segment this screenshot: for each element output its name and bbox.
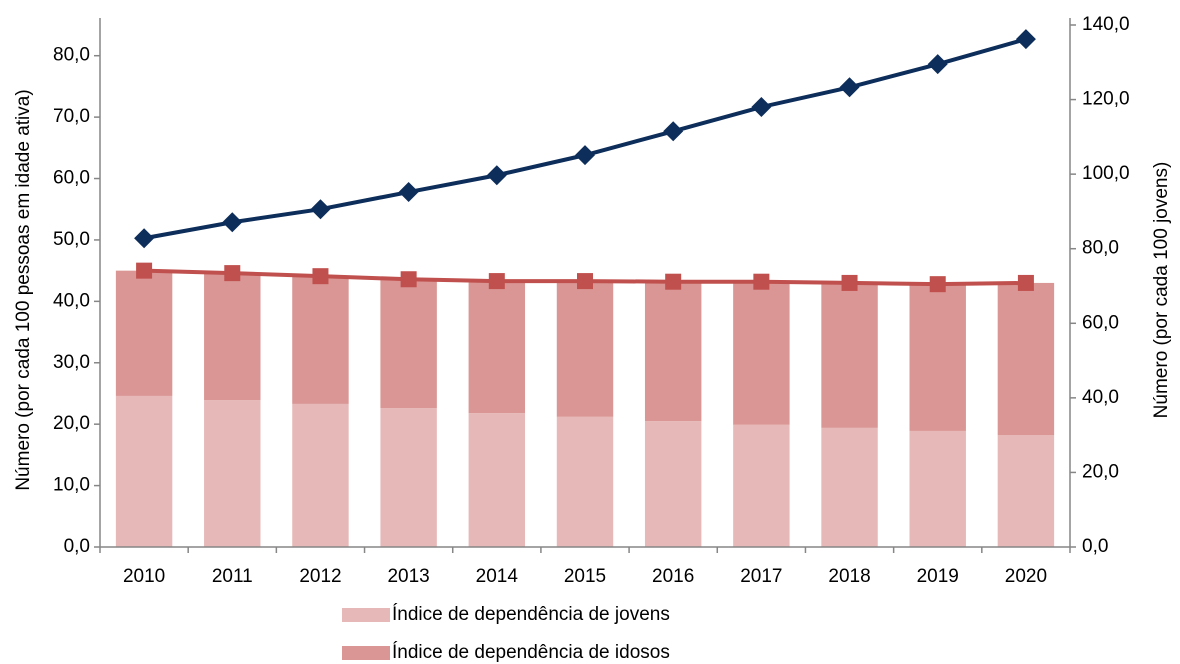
y2-tick-label: 60,0: [1082, 312, 1119, 333]
y-tick-label: 30,0: [53, 352, 90, 373]
line: [143, 37, 1027, 241]
bar: [997, 435, 1055, 547]
x-tick-label: 2017: [740, 566, 782, 587]
marker: [751, 97, 772, 118]
marker: [310, 199, 331, 220]
marker: [1017, 274, 1034, 291]
x-tick-label: 2016: [652, 566, 694, 587]
bar: [380, 279, 437, 409]
x-tick-label: 2018: [828, 566, 870, 587]
marker: [488, 273, 505, 290]
legend-swatch: [342, 646, 390, 660]
y2-tick-label: 80,0: [1082, 238, 1119, 259]
x-tick-label: 2010: [123, 566, 165, 587]
y-axis-title: Número (por cada 100 pessoas em idade at…: [13, 89, 34, 490]
bar: [644, 421, 702, 547]
legend-label: Índice de dependência de idosos: [392, 642, 670, 663]
bar: [115, 270, 173, 396]
marker: [312, 268, 329, 285]
y-tick-label: 40,0: [53, 290, 90, 311]
x-tick-label: 2020: [1005, 566, 1047, 587]
x-tick-label: 2019: [917, 566, 959, 587]
x-tick-label: 2013: [387, 566, 429, 587]
marker: [136, 262, 153, 279]
bar: [909, 430, 966, 547]
marker: [1015, 29, 1036, 50]
marker: [400, 271, 417, 288]
bar: [468, 413, 526, 547]
y2-tick-label: 140,0: [1082, 14, 1130, 35]
x-tick-label: 2012: [299, 566, 341, 587]
x-tick-label: 2011: [212, 566, 253, 587]
bar: [556, 281, 614, 417]
bar: [468, 281, 526, 414]
y-tick-label: 60,0: [53, 168, 90, 189]
y2-tick-label: 0,0: [1082, 536, 1108, 557]
bar: [380, 408, 437, 547]
bar: [733, 281, 790, 425]
y-tick-label: 70,0: [53, 106, 90, 127]
marker: [134, 228, 155, 249]
marker: [486, 165, 507, 186]
bar: [733, 424, 790, 547]
marker: [575, 145, 595, 166]
x-tick-label: 2014: [476, 566, 519, 587]
marker: [927, 54, 948, 75]
marker: [929, 276, 946, 293]
y-tick-label: 10,0: [53, 475, 90, 496]
marker: [753, 273, 770, 290]
y2-tick-label: 20,0: [1082, 461, 1119, 482]
bar: [909, 284, 966, 431]
bar: [292, 403, 349, 547]
bar: [997, 282, 1055, 436]
y-tick-label: 20,0: [53, 413, 90, 434]
marker: [577, 273, 593, 290]
marker: [663, 121, 684, 142]
bar: [821, 282, 878, 428]
marker: [224, 265, 241, 282]
marker: [839, 77, 860, 98]
y-tick-label: 50,0: [53, 229, 90, 250]
legend-swatch: [342, 608, 390, 622]
bar: [204, 400, 261, 547]
y2-tick-label: 100,0: [1082, 163, 1130, 184]
y-tick-label: 0,0: [64, 536, 90, 557]
y-tick-label: 80,0: [53, 45, 90, 66]
bar: [556, 416, 614, 547]
bar: [204, 273, 261, 401]
marker: [665, 273, 682, 290]
y2-tick-label: 120,0: [1082, 89, 1130, 110]
bar: [292, 276, 349, 404]
x-tick-label: 2015: [564, 566, 606, 587]
marker: [398, 182, 419, 203]
y2-tick-label: 40,0: [1082, 387, 1119, 408]
marker: [841, 274, 858, 291]
bar: [115, 395, 173, 547]
y2-axis-title: Número (por cada 100 jovens): [1151, 162, 1172, 419]
bar: [644, 281, 702, 422]
marker: [222, 212, 243, 233]
bar: [821, 427, 878, 547]
legend-label: Índice de dependência de jovens: [392, 604, 670, 625]
